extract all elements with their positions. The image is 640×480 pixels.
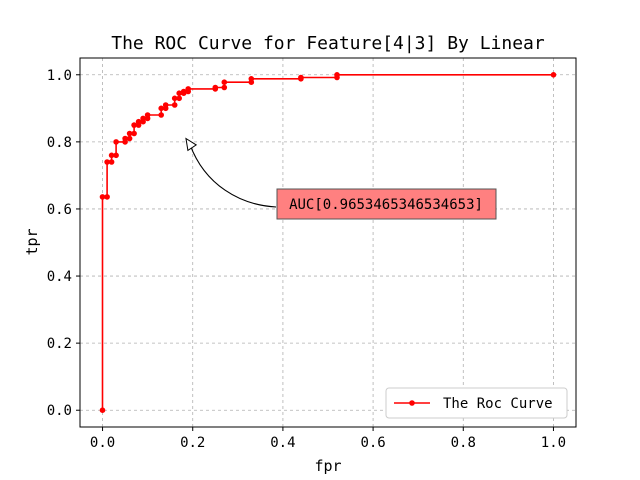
chart-title: The ROC Curve for Feature[4|3] By Linear [111,33,545,54]
roc-point [131,130,137,137]
roc-point [131,122,137,128]
y-tick-label: 0.2 [47,336,72,352]
roc-point [140,115,146,122]
roc-point [158,105,164,112]
roc-point [99,194,106,200]
roc-point [171,95,178,102]
roc-point [108,159,115,165]
legend-marker-sample [409,400,415,406]
legend-frame [385,387,568,419]
roc-point [99,407,106,414]
x-axis-label: fpr [314,457,341,475]
roc-point [108,152,115,159]
roc-point [221,79,228,85]
annotation-text: AUC[0.9653465346534653] [289,197,483,213]
roc-point [180,88,187,95]
roc-point [104,159,110,165]
roc-point [135,118,142,125]
roc-point [185,86,191,92]
x-tick-label: 1.0 [541,435,566,451]
roc-point [113,139,119,145]
x-tick-label: 0.8 [451,435,476,451]
x-tick-label: 0.2 [180,435,205,451]
y-tick-label: 0.6 [47,202,72,218]
roc-point [113,152,119,159]
roc-point [176,95,182,102]
roc-point [158,112,164,118]
y-tick-label: 0.4 [47,269,72,285]
roc-point [162,102,169,108]
roc-point [212,84,219,91]
annotation-box [276,188,497,220]
legend: The Roc Curve [385,387,568,419]
roc-point [104,194,110,200]
plot-frame [79,57,577,428]
roc-point [122,135,128,142]
axis-ticks: 0.0 0.2 0.4 0.6 0.8 1.0 0.0 0.2 0.4 0.6 0.8 1.0 [47,68,566,451]
roc-point [334,72,340,78]
roc-point [176,90,182,96]
y-tick-label: 0.0 [47,403,72,419]
roc-point [298,74,304,81]
annotation-arrow [189,144,277,208]
roc-point [144,112,151,118]
roc-point [248,76,255,82]
annotation-arrowhead [185,137,198,152]
roc-point [126,130,133,137]
y-tick-label: 1.0 [47,68,72,84]
grid-lines [80,58,576,427]
y-axis-label: tpr [23,228,41,255]
y-tick-label: 0.8 [47,135,72,151]
x-tick-label: 0.4 [270,435,295,451]
roc-point [550,72,557,78]
x-tick-label: 0.0 [90,435,115,451]
auc-annotation: AUC[0.9653465346534653] [185,137,497,220]
roc-point [171,102,178,108]
x-tick-label: 0.6 [360,435,385,451]
roc-point [126,135,133,142]
roc-point [221,84,228,91]
series-layer [99,72,557,414]
legend-entry-label: The Roc Curve [443,396,553,412]
